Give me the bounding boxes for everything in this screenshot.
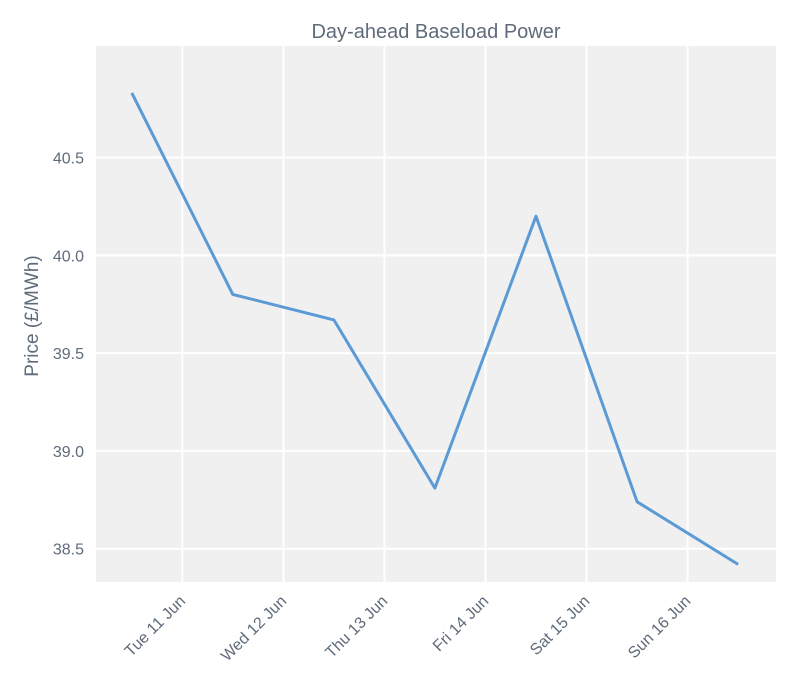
y-axis-label: Price (£/MWh) xyxy=(22,255,43,376)
y-axis-ticks: 38.5 39.0 39.5 40.0 40.5 xyxy=(53,151,84,559)
x-tick-label: Fri 14 Jun xyxy=(430,593,492,655)
x-tick-label: Wed 12 Jun xyxy=(218,593,290,665)
y-tick-label: 38.5 xyxy=(53,542,84,559)
x-tick-label: Tue 11 Jun xyxy=(122,593,189,660)
x-tick-label: Thu 13 Jun xyxy=(323,593,392,662)
x-tick-label: Sat 15 Jun xyxy=(527,593,593,659)
plot-area xyxy=(96,46,776,582)
y-tick-label: 39.5 xyxy=(53,346,84,363)
y-tick-label: 40.5 xyxy=(53,151,84,168)
y-tick-label: 39.0 xyxy=(53,444,84,461)
series-layer xyxy=(130,92,739,566)
grid-lines xyxy=(96,46,776,582)
y-tick-label: 40.0 xyxy=(53,248,84,265)
x-tick-label: Sun 16 Jun xyxy=(625,593,694,662)
x-axis-ticks: Tue 11 Jun Wed 12 Jun Thu 13 Jun Fri 14 Jun… xyxy=(122,593,695,665)
chart-title: Day-ahead Baseload Power xyxy=(311,21,560,43)
